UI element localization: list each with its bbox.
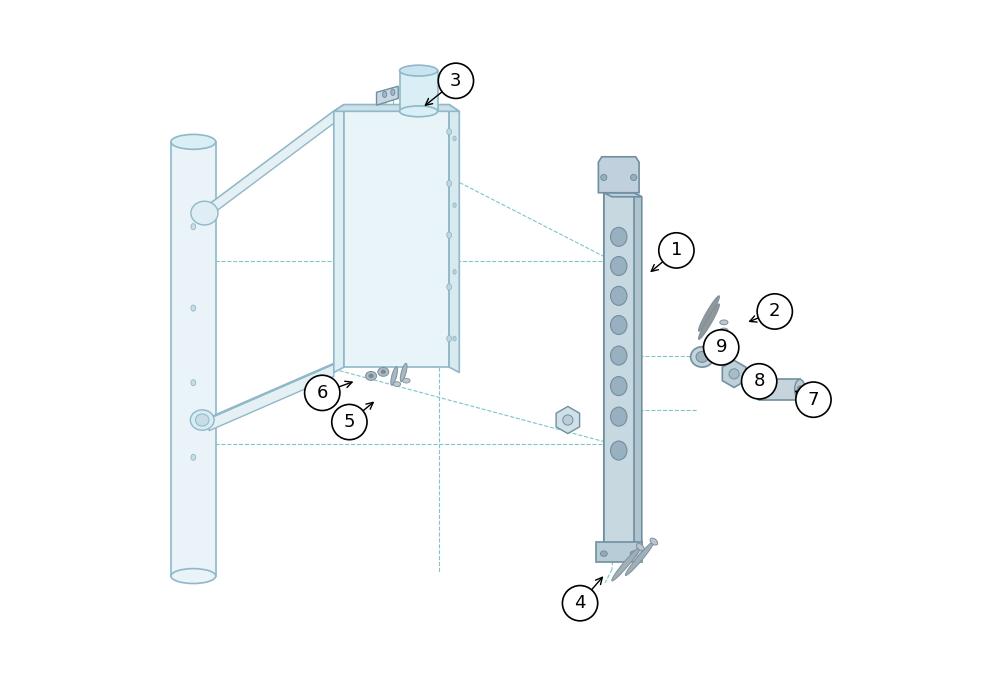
- Ellipse shape: [612, 547, 640, 581]
- Polygon shape: [211, 107, 339, 202]
- Ellipse shape: [400, 106, 438, 117]
- Circle shape: [305, 376, 340, 410]
- Polygon shape: [400, 70, 438, 111]
- Ellipse shape: [190, 410, 214, 430]
- Circle shape: [742, 364, 777, 399]
- Ellipse shape: [391, 367, 398, 385]
- Ellipse shape: [611, 407, 627, 426]
- Ellipse shape: [447, 232, 451, 238]
- Circle shape: [332, 404, 367, 440]
- Circle shape: [757, 294, 792, 329]
- Ellipse shape: [453, 136, 456, 141]
- Text: 6: 6: [317, 384, 328, 402]
- Polygon shape: [556, 406, 580, 434]
- Ellipse shape: [696, 352, 708, 363]
- Ellipse shape: [447, 181, 451, 187]
- Ellipse shape: [191, 380, 196, 386]
- Ellipse shape: [191, 454, 196, 460]
- Ellipse shape: [191, 224, 196, 230]
- Polygon shape: [211, 111, 334, 215]
- Ellipse shape: [383, 92, 387, 97]
- Circle shape: [438, 63, 474, 98]
- Polygon shape: [722, 360, 746, 387]
- Polygon shape: [596, 542, 642, 562]
- Ellipse shape: [611, 256, 627, 276]
- Circle shape: [659, 233, 694, 268]
- Polygon shape: [759, 380, 800, 399]
- Ellipse shape: [699, 304, 719, 339]
- Polygon shape: [634, 193, 642, 550]
- Polygon shape: [171, 142, 216, 576]
- Text: 7: 7: [808, 391, 819, 408]
- Polygon shape: [449, 105, 459, 373]
- Ellipse shape: [795, 380, 805, 399]
- Circle shape: [796, 382, 831, 417]
- Text: 5: 5: [344, 413, 355, 431]
- Ellipse shape: [611, 441, 627, 460]
- Ellipse shape: [191, 201, 218, 225]
- Polygon shape: [604, 193, 612, 550]
- Ellipse shape: [720, 320, 728, 325]
- Polygon shape: [598, 157, 639, 193]
- Ellipse shape: [729, 369, 739, 379]
- Ellipse shape: [720, 328, 728, 333]
- Ellipse shape: [366, 371, 377, 380]
- Ellipse shape: [453, 269, 456, 274]
- Ellipse shape: [636, 544, 644, 551]
- Ellipse shape: [381, 370, 386, 374]
- Ellipse shape: [453, 337, 456, 341]
- Polygon shape: [209, 365, 334, 431]
- Polygon shape: [344, 105, 449, 367]
- Polygon shape: [209, 361, 339, 419]
- Ellipse shape: [650, 538, 658, 545]
- Ellipse shape: [611, 227, 627, 246]
- Ellipse shape: [447, 284, 451, 290]
- Ellipse shape: [453, 202, 456, 207]
- Ellipse shape: [563, 415, 573, 425]
- Ellipse shape: [691, 347, 714, 367]
- Ellipse shape: [447, 129, 451, 135]
- Ellipse shape: [600, 551, 607, 556]
- Ellipse shape: [400, 363, 407, 382]
- Ellipse shape: [171, 568, 216, 583]
- Ellipse shape: [611, 377, 627, 395]
- Ellipse shape: [391, 90, 395, 95]
- Ellipse shape: [601, 174, 607, 181]
- Polygon shape: [334, 105, 344, 373]
- Circle shape: [704, 330, 739, 365]
- Ellipse shape: [611, 315, 627, 334]
- Text: 8: 8: [753, 372, 765, 391]
- Ellipse shape: [611, 287, 627, 305]
- Ellipse shape: [369, 374, 373, 378]
- Ellipse shape: [393, 382, 401, 386]
- Ellipse shape: [400, 65, 438, 76]
- Ellipse shape: [631, 174, 637, 181]
- Ellipse shape: [625, 542, 654, 575]
- Polygon shape: [604, 193, 642, 197]
- Text: 9: 9: [715, 339, 727, 356]
- Polygon shape: [334, 105, 459, 111]
- Ellipse shape: [630, 551, 637, 556]
- Polygon shape: [377, 86, 398, 105]
- Ellipse shape: [611, 346, 627, 365]
- Text: 3: 3: [450, 72, 462, 90]
- Ellipse shape: [447, 336, 451, 342]
- Text: 2: 2: [769, 302, 781, 321]
- Text: 1: 1: [671, 241, 682, 259]
- Ellipse shape: [191, 305, 196, 311]
- Ellipse shape: [378, 367, 389, 376]
- Polygon shape: [604, 193, 634, 546]
- Text: 4: 4: [574, 594, 586, 612]
- Ellipse shape: [403, 378, 410, 383]
- Ellipse shape: [754, 380, 764, 399]
- Circle shape: [562, 586, 598, 621]
- Ellipse shape: [171, 134, 216, 149]
- Ellipse shape: [699, 295, 719, 331]
- Ellipse shape: [797, 386, 803, 393]
- Ellipse shape: [195, 414, 209, 426]
